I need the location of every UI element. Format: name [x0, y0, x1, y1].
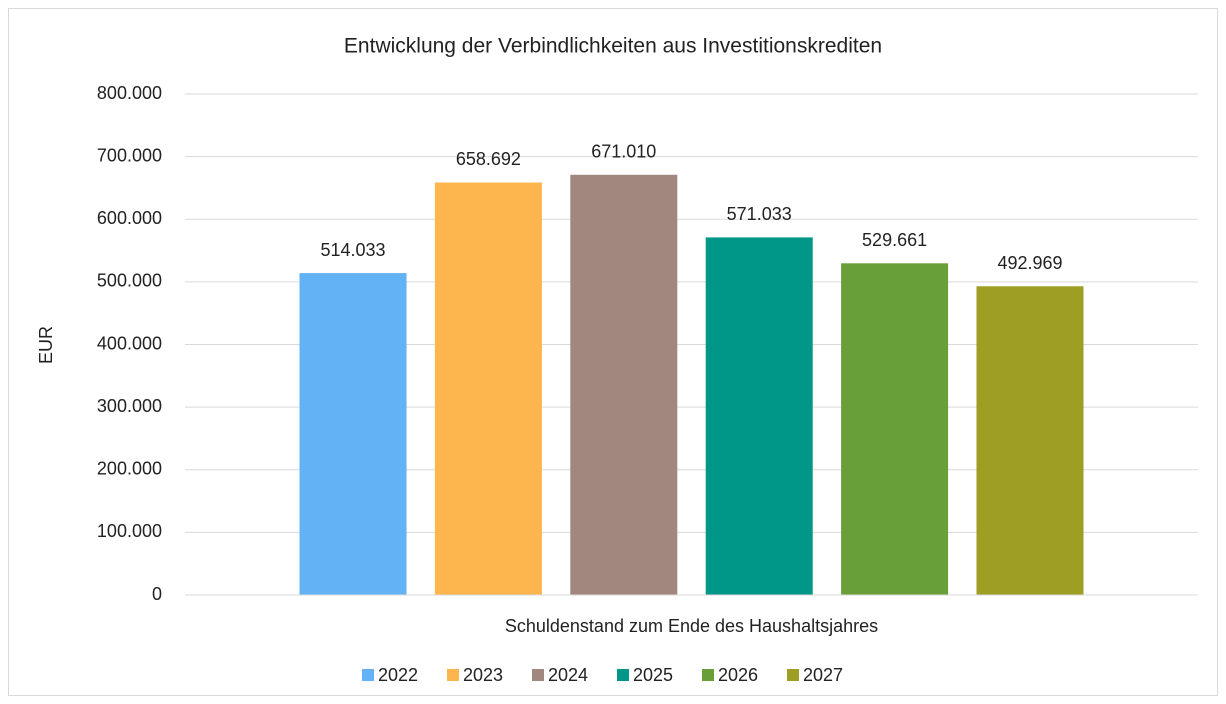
y-tick-label: 0 — [152, 584, 162, 604]
y-tick-label: 500.000 — [97, 271, 162, 291]
legend-label: 2024 — [548, 665, 588, 685]
legend-label: 2026 — [718, 665, 758, 685]
y-tick-label: 200.000 — [97, 459, 162, 479]
value-label: 671.010 — [591, 142, 656, 162]
legend-label: 2025 — [633, 665, 673, 685]
y-tick-label: 700.000 — [97, 145, 162, 165]
value-label: 492.969 — [997, 253, 1062, 273]
value-label: 514.033 — [320, 240, 385, 260]
legend-label: 2023 — [463, 665, 503, 685]
bar — [299, 273, 407, 595]
legend-swatch — [702, 669, 714, 681]
legend-swatch — [532, 669, 544, 681]
bar — [705, 237, 813, 596]
bar — [570, 174, 678, 596]
y-tick-label: 100.000 — [97, 521, 162, 541]
bar — [434, 182, 542, 595]
value-label: 529.661 — [862, 230, 927, 250]
value-label: 658.692 — [456, 149, 521, 169]
y-tick-label: 600.000 — [97, 208, 162, 228]
x-tick-label: Schuldenstand zum Ende des Haushaltsjahr… — [505, 616, 878, 636]
y-tick-label: 800.000 — [97, 83, 162, 103]
bar — [841, 263, 949, 595]
legend-label: 2022 — [378, 665, 418, 685]
value-label: 571.033 — [727, 204, 792, 224]
legend-swatch — [447, 669, 459, 681]
bar — [976, 286, 1084, 595]
y-axis-label: EUR — [36, 326, 56, 364]
y-tick-label: 300.000 — [97, 396, 162, 416]
y-tick-label: 400.000 — [97, 333, 162, 353]
legend-swatch — [362, 669, 374, 681]
legend-swatch — [787, 669, 799, 681]
legend-swatch — [617, 669, 629, 681]
legend-label: 2027 — [803, 665, 843, 685]
chart-title: Entwicklung der Verbindlichkeiten aus In… — [344, 35, 882, 58]
